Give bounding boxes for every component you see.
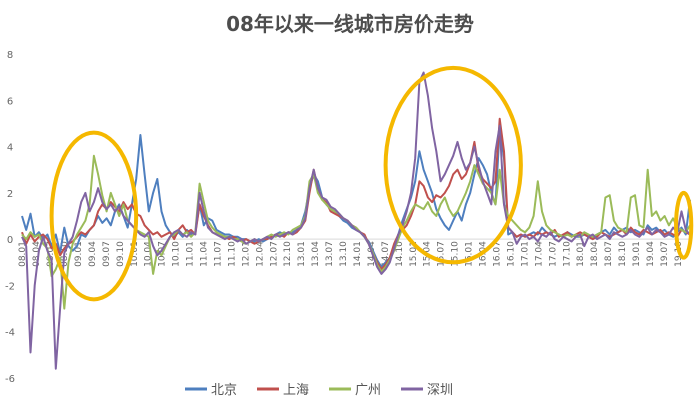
x-tick-label: 10.10	[172, 241, 182, 267]
y-axis: -6 -4 -2 0 2 4 6 8	[5, 50, 15, 385]
legend-label: 上海	[283, 383, 309, 398]
y-tick-label: 4	[7, 143, 13, 154]
x-tick-label: 19.07	[660, 241, 670, 267]
x-tick-label: 11.10	[227, 241, 237, 267]
x-tick-label: 14.01	[353, 241, 363, 267]
x-tick-label: 15.07	[437, 241, 447, 267]
series-group	[21, 71, 691, 370]
highlight-circle	[383, 65, 523, 265]
x-tick-label: 17.10	[562, 241, 572, 267]
x-tick-label: 13.10	[339, 241, 349, 267]
chart-title: 08年以来一线城市房价走势	[226, 12, 474, 36]
x-tick-label: 08.04	[32, 241, 42, 267]
x-tick-label: 13.04	[311, 241, 321, 267]
y-tick-label: -6	[5, 374, 15, 385]
x-tick-label: 13.01	[297, 241, 307, 267]
x-tick-label: 09.07	[102, 241, 112, 267]
x-tick-label: 18.01	[576, 241, 586, 267]
y-tick-label: -4	[5, 328, 15, 339]
x-tick-label: 08.07	[46, 241, 56, 267]
x-tick-label: 17.07	[548, 241, 558, 267]
x-tick-label: 09.10	[116, 241, 126, 267]
highlight-circle	[674, 190, 694, 260]
legend-label: 北京	[211, 383, 237, 398]
legend-label: 深圳	[427, 383, 453, 398]
x-tick-label: 14.10	[395, 241, 405, 267]
x-tick-label: 17.01	[520, 241, 530, 267]
y-tick-label: 0	[7, 235, 13, 246]
y-tick-label: 6	[7, 96, 13, 107]
x-tick-label: 15.01	[409, 241, 419, 267]
x-tick-label: 12.01	[241, 241, 251, 267]
series-line-深圳	[21, 71, 691, 370]
x-tick-label: 13.07	[325, 241, 335, 267]
x-tick-label: 16.10	[506, 241, 516, 267]
x-tick-label: 16.07	[493, 241, 503, 267]
x-tick-label: 19.04	[646, 241, 656, 267]
legend: 北京 上海 广州 深圳	[185, 383, 453, 398]
y-tick-label: 2	[7, 189, 13, 200]
x-tick-label: 10.01	[130, 241, 140, 267]
x-tick-label: 18.07	[604, 241, 614, 267]
x-tick-label: 11.04	[200, 241, 210, 267]
x-tick-label: 08.01	[18, 241, 28, 267]
x-tick-label: 18.04	[590, 241, 600, 267]
y-tick-label: 8	[7, 50, 13, 61]
x-tick-label: 09.04	[88, 241, 98, 267]
highlight-circles	[49, 65, 694, 302]
y-tick-label: -2	[5, 281, 15, 292]
x-tick-label: 11.01	[186, 241, 196, 267]
x-tick-label: 10.04	[144, 241, 154, 267]
x-tick-label: 18.10	[618, 241, 628, 267]
x-tick-label: 09.01	[74, 241, 84, 267]
series-line-广州	[21, 154, 691, 310]
x-tick-label: 17.04	[534, 241, 544, 267]
x-tick-label: 12.10	[283, 241, 293, 267]
x-tick-label: 12.07	[269, 241, 279, 267]
x-tick-label: 15.10	[451, 241, 461, 267]
x-tick-label: 12.04	[255, 241, 265, 267]
x-tick-label: 16.01	[465, 241, 475, 267]
x-tick-label: 19.01	[632, 241, 642, 267]
x-tick-label: 14.07	[381, 241, 391, 267]
legend-label: 广州	[355, 383, 381, 398]
highlight-circle	[49, 130, 139, 302]
x-tick-label: 11.07	[213, 241, 223, 267]
